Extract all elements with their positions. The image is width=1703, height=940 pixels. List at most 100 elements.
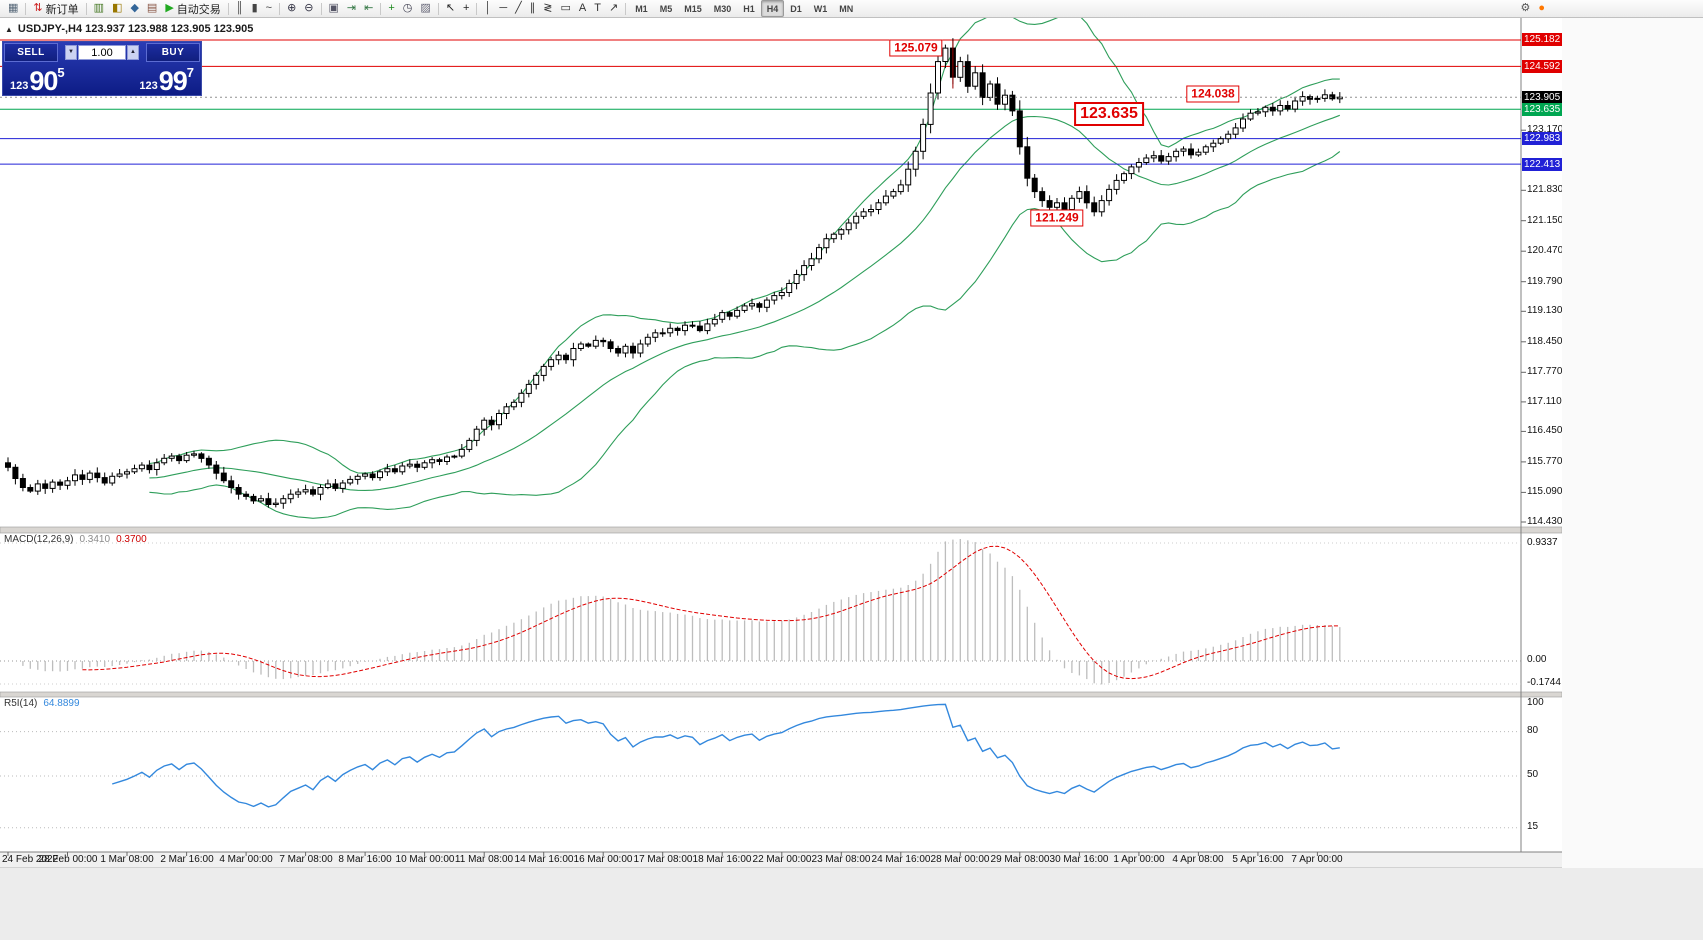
chart-shift-button[interactable]: ⇤ <box>360 0 377 17</box>
settings-icon[interactable]: ⚙ <box>1516 0 1534 17</box>
vertical-line-button[interactable]: │ <box>480 0 495 17</box>
zoom-out-icon: ⊖ <box>304 2 314 14</box>
community-icon[interactable]: ● <box>1534 0 1549 17</box>
navigator-button[interactable]: ◆ <box>126 0 142 17</box>
price-line-label[interactable]: 123.905 <box>1522 91 1563 104</box>
time-label: 10 Mar 00:00 <box>395 854 455 865</box>
collapse-triangle-icon[interactable]: ▲ <box>5 24 13 34</box>
terminal-button[interactable]: ▤ <box>143 0 161 17</box>
zoom-out-button[interactable]: ⊖ <box>300 0 317 17</box>
right-empty-area <box>1562 18 1703 868</box>
timeframe-m30-button[interactable]: M30 <box>713 3 732 14</box>
symbol-ohlc-line: ▲ USDJPY-,H4 123.937 123.988 123.905 123… <box>5 23 253 35</box>
timeframe-h4-button[interactable]: H4 <box>760 0 785 17</box>
time-label: 14 Mar 16:00 <box>514 854 574 865</box>
time-label: 29 Mar 08:00 <box>990 854 1050 865</box>
volume-control: ▼ ▲ <box>60 43 144 62</box>
trendline-button[interactable]: ╱ <box>511 0 526 17</box>
tile-windows-button[interactable]: ▣ <box>325 0 343 17</box>
volume-input[interactable] <box>78 45 126 60</box>
sell-button[interactable]: SELL <box>4 43 58 62</box>
symbol-ohlc-text: USDJPY-,H4 123.937 123.988 123.905 123.9… <box>17 23 254 35</box>
time-label: 11 Mar 08:00 <box>454 854 514 865</box>
templates-icon: ▨ <box>420 2 431 14</box>
toolbar-separator <box>85 2 87 15</box>
price-annotation[interactable]: 124.038 <box>1186 85 1240 103</box>
chart-canvas[interactable] <box>0 0 1562 868</box>
line-chart-icon: ~ <box>265 2 273 14</box>
channel-button[interactable]: ∥ <box>526 0 540 17</box>
macd-signal-value: 0.3700 <box>116 534 147 545</box>
price-tick-label: 120.470 <box>1527 245 1564 256</box>
timeframe-h1-button[interactable]: H1 <box>743 3 755 14</box>
candlestick-chart-button[interactable]: ▮ <box>248 0 262 17</box>
price-tick-label: 121.830 <box>1527 184 1564 195</box>
chart-window[interactable]: ▲ USDJPY-,H4 123.937 123.988 123.905 123… <box>0 0 1564 868</box>
price-line-label[interactable]: 125.182 <box>1522 33 1563 46</box>
macd-name: MACD(12,26,9) <box>4 534 74 545</box>
bar-chart-button[interactable]: ║ <box>232 0 248 17</box>
shapes-button[interactable]: ▭ <box>556 0 574 17</box>
arrows-button[interactable]: ↗ <box>605 0 622 17</box>
macd-main-value: 0.3410 <box>79 534 111 545</box>
one-click-trade-panel: SELL ▼ ▲ BUY 123 90 5 123 99 7 <box>2 41 202 96</box>
price-line-label[interactable]: 124.592 <box>1522 60 1563 73</box>
autotrading-icon: ▶ <box>165 2 174 14</box>
price-tick-label: 119.790 <box>1527 276 1563 287</box>
toolbar-separator <box>625 2 627 15</box>
price-line-label[interactable]: 122.413 <box>1522 158 1563 171</box>
price-line-label[interactable]: 122.983 <box>1522 132 1563 145</box>
timeframe-d1-button[interactable]: D1 <box>790 3 802 14</box>
periods-button[interactable]: ◷ <box>399 0 417 17</box>
crosshair-button[interactable]: + <box>459 0 473 17</box>
line-chart-button[interactable]: ~ <box>262 0 276 17</box>
macd-axis-label: 0.00 <box>1527 654 1547 665</box>
periods-icon: ◷ <box>402 2 413 14</box>
time-label: 4 Apr 08:00 <box>1172 854 1224 865</box>
market-watch-button[interactable]: ▥ <box>90 0 108 17</box>
buy-price[interactable]: 123 99 7 <box>139 63 194 97</box>
timeframe-m5-button[interactable]: M5 <box>659 3 673 14</box>
price-tick-label: 117.110 <box>1527 396 1562 407</box>
macd-pane-label: MACD(12,26,9) 0.3410 0.3700 <box>4 534 147 545</box>
text-label-button[interactable]: T <box>590 0 605 17</box>
price-line-label[interactable]: 123.635 <box>1522 103 1563 116</box>
bar-chart-icon: ║ <box>235 2 244 14</box>
tile-windows-icon: ▣ <box>328 2 339 14</box>
timeframe-w1-button[interactable]: W1 <box>813 3 828 14</box>
new-chart-button[interactable]: ▦ <box>4 0 22 17</box>
price-annotation[interactable]: 123.635 <box>1074 102 1144 126</box>
navigator-icon: ◆ <box>130 2 139 14</box>
rsi-axis-label: 80 <box>1527 725 1539 736</box>
auto-scroll-button[interactable]: ⇥ <box>343 0 360 17</box>
cursor-button[interactable]: ↖ <box>442 0 459 17</box>
sell-price-big: 90 <box>29 66 58 96</box>
candlestick-chart-icon: ▮ <box>251 2 258 14</box>
templates-button[interactable]: ▨ <box>416 0 434 17</box>
time-label: 23 Mar 08:00 <box>811 854 871 865</box>
timeframe-m15-button[interactable]: M15 <box>684 3 702 14</box>
fibonacci-button[interactable]: ≷ <box>539 0 556 17</box>
shapes-icon: ▭ <box>560 2 571 14</box>
sell-price-sup: 5 <box>57 65 65 80</box>
rsi-axis-label: 100 <box>1527 697 1544 708</box>
price-annotation[interactable]: 125.079 <box>889 39 943 57</box>
zoom-in-button[interactable]: ⊕ <box>283 0 300 17</box>
buy-button[interactable]: BUY <box>146 43 200 62</box>
price-annotation[interactable]: 121.249 <box>1030 209 1084 227</box>
volume-decrease-button[interactable]: ▼ <box>65 45 77 60</box>
volume-increase-button[interactable]: ▲ <box>127 45 139 60</box>
sell-price[interactable]: 123 90 5 <box>10 63 65 97</box>
horizontal-line-button[interactable]: ─ <box>495 0 511 17</box>
text-button[interactable]: A <box>575 0 590 17</box>
toolbar-separator <box>25 2 27 15</box>
autotrading-button[interactable]: ▶ 自动交易 <box>161 0 224 17</box>
new-order-button[interactable]: ⇅ 新订单 <box>29 0 82 17</box>
data-window-button[interactable]: ◧ <box>108 0 126 17</box>
time-label: 28 Feb 00:00 <box>38 854 98 865</box>
timeframe-mn-button[interactable]: MN <box>839 3 854 14</box>
price-tick-label: 121.150 <box>1527 215 1564 226</box>
price-tick-label: 115.770 <box>1527 456 1563 467</box>
indicators-button[interactable]: + <box>384 0 398 17</box>
timeframe-m1-button[interactable]: M1 <box>635 3 648 14</box>
